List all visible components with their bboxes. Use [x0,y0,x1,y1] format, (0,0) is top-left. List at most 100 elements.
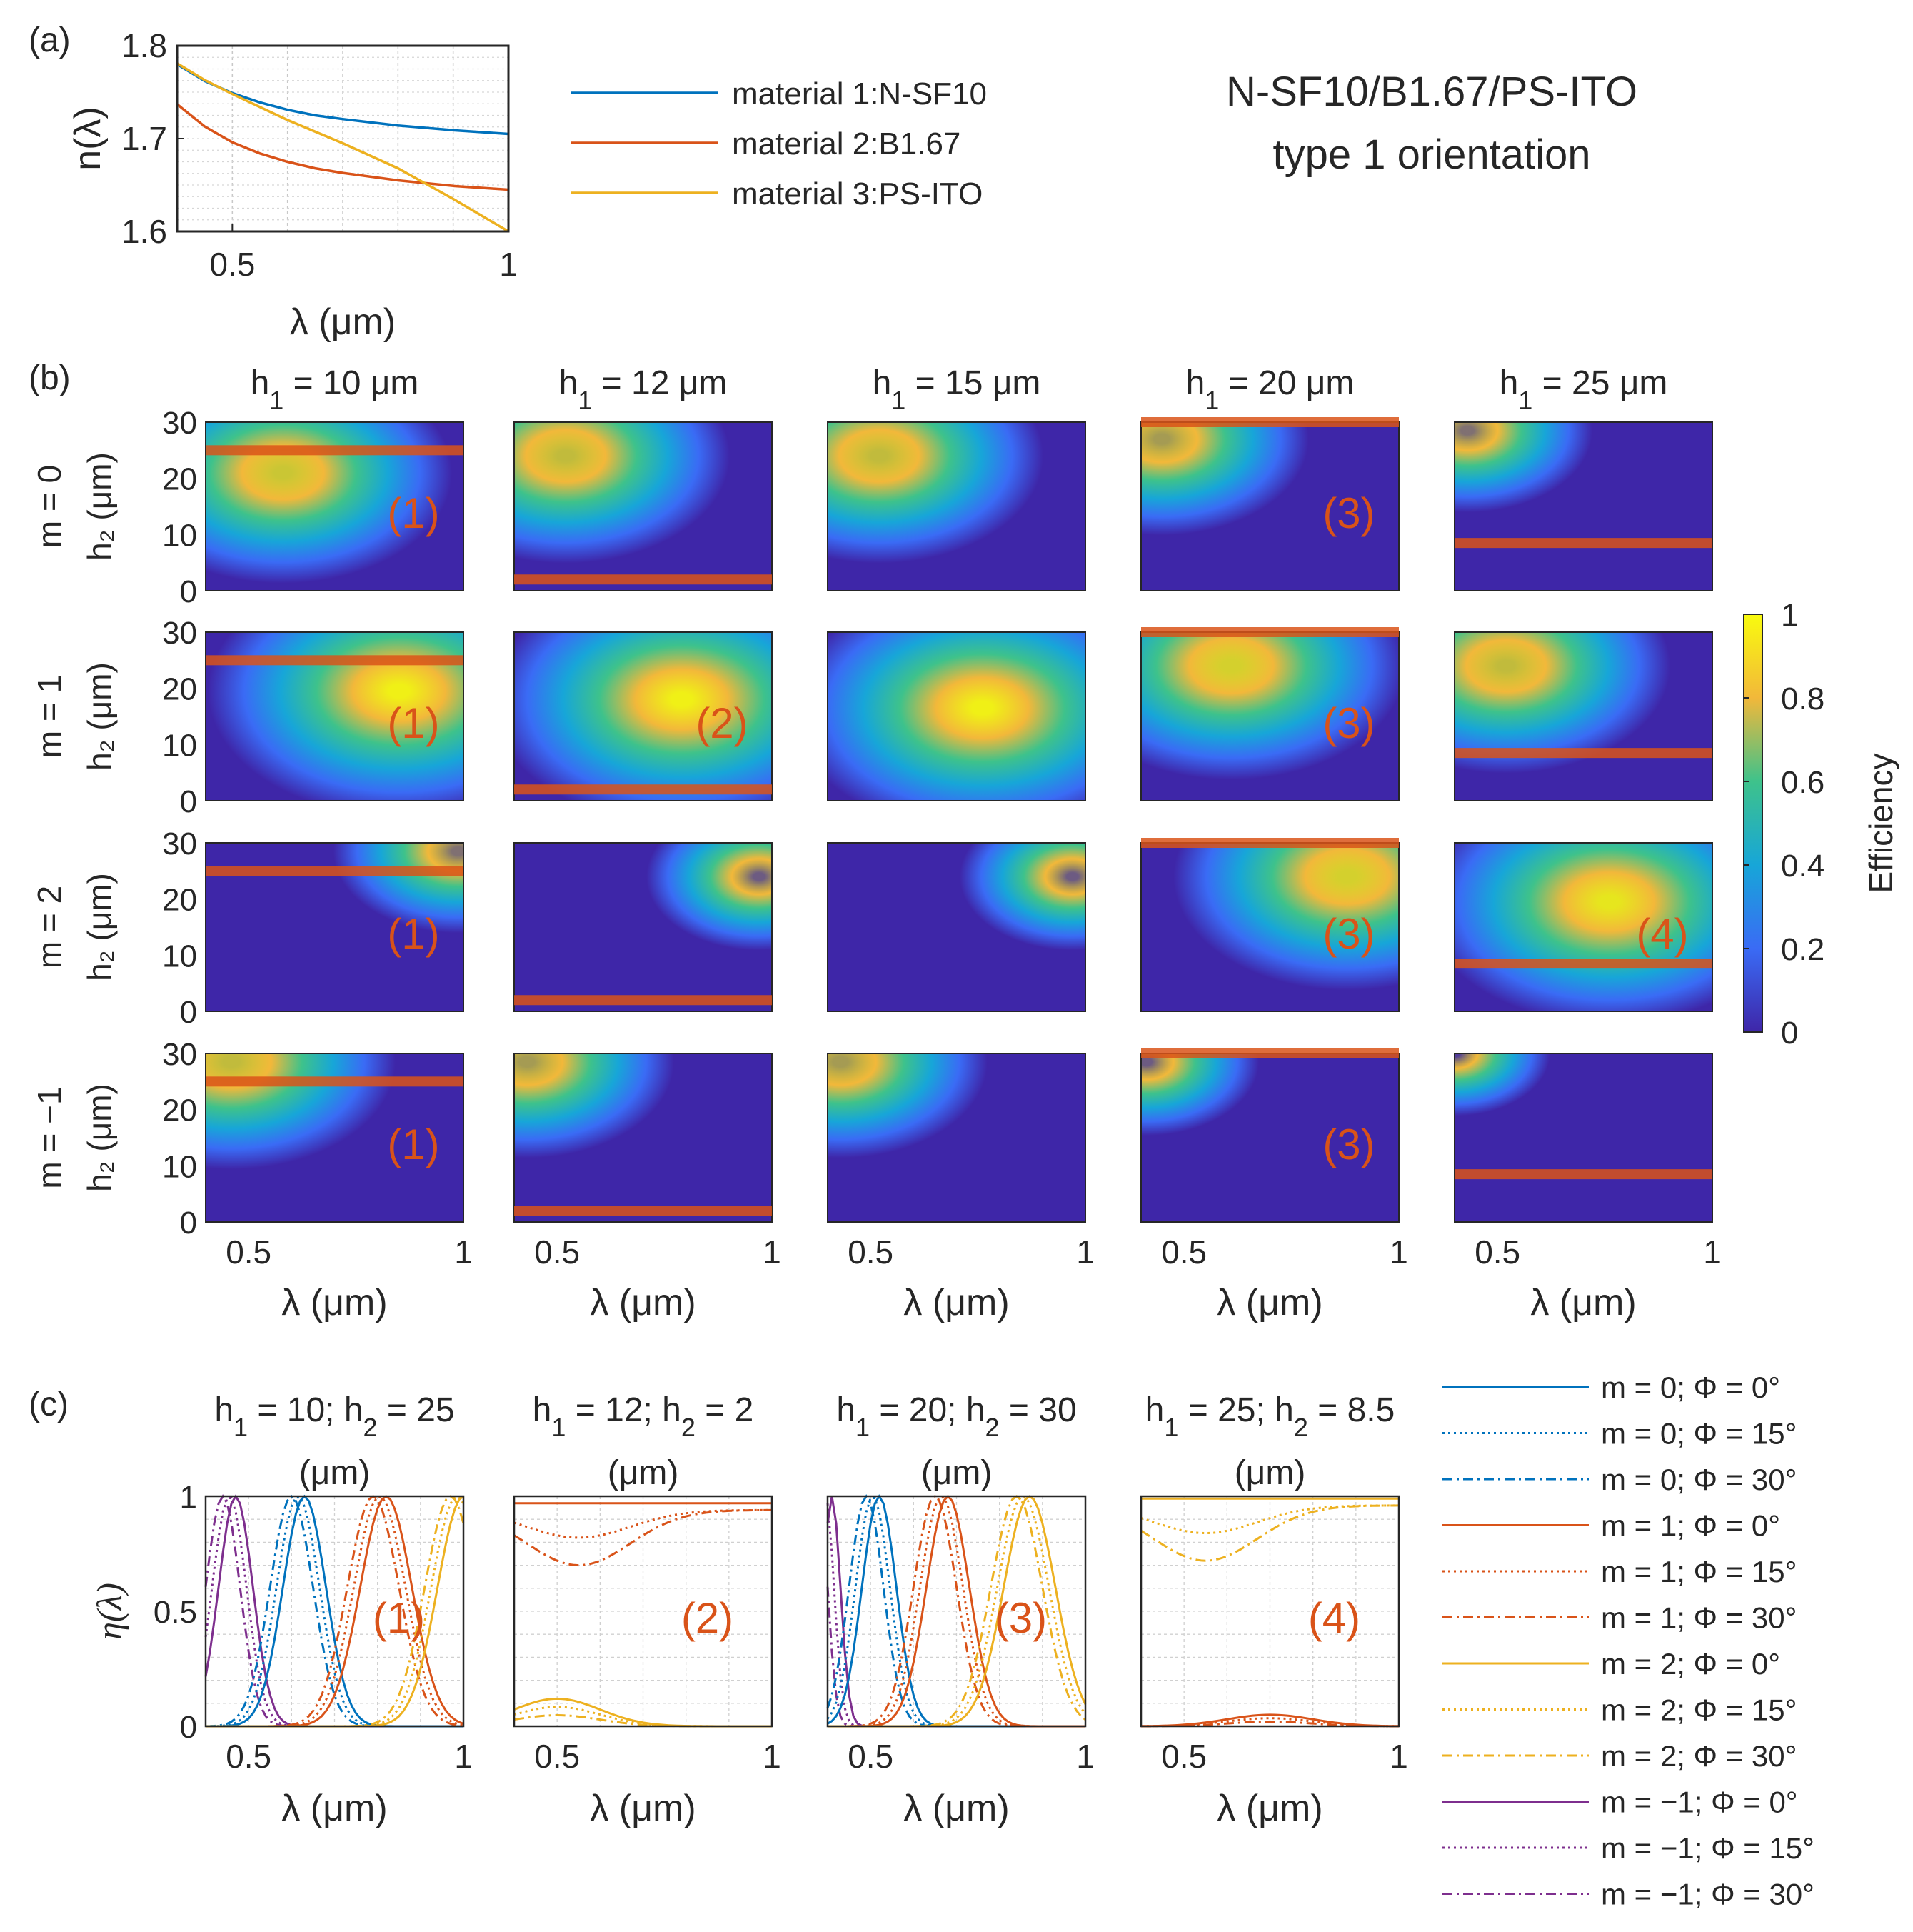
panel-a-ytick-label: 1.6 [121,213,167,250]
panel-c-annotation: (3) [995,1594,1047,1642]
panel-b-ytick-label: 30 [162,616,197,651]
marker-line-(3) [1141,417,1399,427]
panel-b-xtick-label: 0.5 [534,1233,580,1271]
legend-entry-label: m = 2; Φ = 30° [1601,1739,1797,1773]
efficiency-panel-1: (1)h1 = 10; h2 = 25(μm)0.5 1λ (μm) [204,1391,473,1829]
marker-label: (1) [387,489,439,537]
panel-b-xtick-label: 1 [763,1233,781,1271]
heatmap-m-1-h1-12 [513,1053,773,1223]
colorbar-tick-label: 0.2 [1781,932,1824,967]
marker-label: (3) [1322,1121,1375,1168]
heatmap-m1-h1-12 [513,631,773,801]
marker-label: (1) [387,910,439,958]
efficiency-curve [513,1508,772,1539]
marker-label: (1) [387,699,439,747]
legend-entry-label: m = −1; Φ = 0° [1601,1786,1798,1819]
figure-title-line2: type 1 orientation [1273,131,1591,178]
efficiency-panel-4: (4)h1 = 25; h2 = 8.5(μm)0.5 1λ (μm) [1140,1391,1408,1829]
panel-b-ytick-label: 20 [162,672,197,707]
panel-a-legend: material 1:N-SF10 material 2:B1.67 materia… [571,76,987,211]
panel-c-ytick-label: 1 [180,1480,197,1515]
panel-a-ylabel: n(λ) [67,106,109,171]
figure-title-line1: N-SF10/B1.67/PS-ITO [1226,69,1637,115]
panel-label-c: (c) [29,1386,69,1423]
marker-label: (1) [387,1121,439,1168]
marker-line-(2) [514,995,772,1006]
panel-b-xtick-label: 1 [1390,1233,1408,1271]
heatmap-m-1-h1-25 [1454,1053,1713,1223]
marker-line-(4) [1455,538,1712,549]
legend-entry-label: m = −1; Φ = 15° [1601,1831,1814,1865]
panel-c-unit-3: (μm) [921,1454,993,1492]
legend-entry-label: m = 2; Φ = 15° [1601,1693,1797,1727]
legend-entry-label: m = 1; Φ = 0° [1601,1509,1780,1543]
legend-entry-label: m = 0; Φ = 15° [1601,1417,1797,1451]
panel-label-a: (a) [29,21,71,59]
row-ylabel-h2: h₂ (μm) [81,452,118,561]
panel-c-xtick-label: 0.5 [226,1738,271,1775]
legend-entry-label: m = 1; Φ = 15° [1601,1555,1797,1588]
row-label-m0: m = 0 [31,465,68,548]
panel-b-ytick-label: 10 [162,728,197,763]
efficiency-curve [1140,1504,1399,1535]
marker-line-(2) [514,574,772,585]
row-label-m-1: m = −1 [31,1086,68,1188]
efficiency-curve [828,1496,1085,1728]
marker-line-(3) [1141,838,1399,848]
marker-line-(1) [206,655,463,666]
panel-b-ytick-label: 30 [162,406,197,441]
panel-label-b: (b) [29,359,71,397]
efficiency-curve [513,1508,772,1567]
panel-b-xtick-label: 0.5 [1161,1233,1207,1271]
panel-c-ytick-label: 0.5 [154,1595,197,1630]
panel-b-ytick-label: 30 [162,1037,197,1072]
marker-line-(3) [1141,1048,1399,1058]
panel-b-ytick-label: 0 [180,784,197,819]
panel-b-xlabel: λ (μm) [903,1282,1009,1323]
heatmap-m2-h1-15 [827,842,1086,1012]
heatmap-m0-h1-20 [1140,421,1400,591]
panel-b-ytick-label: 30 [162,826,197,861]
panel-a-chart: 0.5 1 1.6 1.7 1.8 λ (μm) n(λ) material 1:N-S… [67,27,987,343]
marker-line-(1) [206,1076,463,1087]
refractive-index-curve-3 [176,62,509,233]
panel-a-xtick-label: 1 [499,246,518,283]
efficiency-curve [206,1496,465,1728]
colorbar-gradient [1743,614,1763,1033]
panel-c-annotation: (1) [373,1594,425,1642]
panel-c-xtick-label: 1 [1390,1738,1408,1775]
heatmap-m-1-h1-15 [827,1053,1086,1223]
colorbar-tick-label: 0 [1781,1016,1798,1051]
panel-a-xlabel: λ (μm) [290,301,396,343]
panel-c-efficiency-curves: (1)h1 = 10; h2 = 25(μm)0.5 1λ (μm)(2)h1 =… [89,1371,1814,1911]
marker-line-(2) [514,1206,772,1216]
efficiency-curve [204,1497,463,1728]
marker-line-(1) [206,445,463,456]
panel-b-ytick-label: 20 [162,462,197,497]
panel-b-xtick-label: 1 [454,1233,473,1271]
panel-b-ytick-label: 10 [162,518,197,553]
panel-c-xtick-label: 0.5 [534,1738,580,1775]
marker-label: (3) [1322,489,1375,537]
panel-c-xlabel: λ (μm) [590,1788,696,1829]
legend-entry-label: m = −1; Φ = 30° [1601,1878,1814,1911]
legend-label-material-3: material 3:PS-ITO [732,176,983,211]
panel-c-xtick-label: 1 [1076,1738,1095,1775]
panel-b-ytick-label: 20 [162,883,197,918]
panel-b-ytick-label: 20 [162,1093,197,1128]
marker-label: (3) [1322,699,1375,747]
panel-b-ytick-label: 0 [180,1206,197,1241]
panel-c-annotation: (2) [681,1594,733,1642]
panel-b-xtick-label: 0.5 [226,1233,271,1271]
legend-entry-label: m = 2; Φ = 0° [1601,1647,1780,1681]
efficiency-curve [1140,1504,1400,1562]
panel-b-xlabel: λ (μm) [1217,1282,1322,1323]
panel-c-unit-4: (μm) [1235,1454,1306,1492]
legend-label-material-2: material 2:B1.67 [732,126,960,161]
panel-c-xtick-label: 1 [454,1738,473,1775]
efficiency-panel-2: (2)h1 = 12; h2 = 2(μm)0.5 1λ (μm) [513,1391,781,1829]
panel-a-xtick-label: 0.5 [209,246,255,283]
panel-b-xlabel: λ (μm) [590,1282,696,1323]
